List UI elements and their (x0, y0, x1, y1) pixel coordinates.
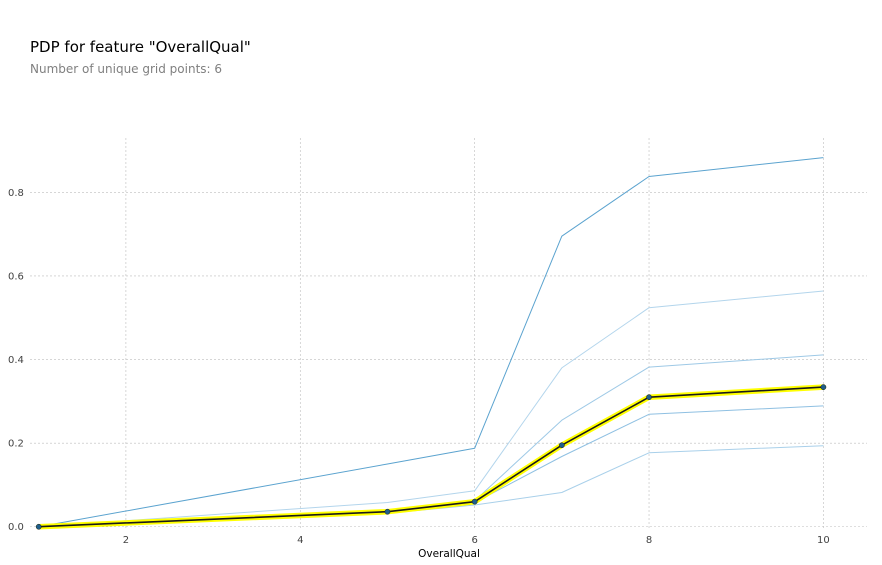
y-tick-label: 0.8 (8, 188, 24, 199)
x-tick-label: 4 (297, 535, 303, 546)
average-point (35, 523, 42, 530)
x-tick-label: 6 (471, 535, 477, 546)
average-point (646, 394, 652, 401)
x-tick-label: 8 (646, 535, 652, 546)
series-layer (35, 157, 827, 530)
average-point (384, 508, 391, 515)
y-tick-label: 0.4 (8, 355, 24, 366)
series-line-cluster-5 (38, 445, 824, 528)
average-point (820, 384, 827, 390)
average-point (558, 442, 565, 449)
average-point (471, 498, 478, 505)
x-axis-label: OverallQual (418, 548, 480, 560)
series-line-cluster-3 (38, 354, 824, 528)
chart-title: PDP for feature "OverallQual" (30, 38, 251, 56)
chart-subtitle: Number of unique grid points: 6 (30, 62, 223, 76)
x-tick-label: 10 (817, 535, 830, 546)
y-tick-label: 0.0 (8, 522, 24, 533)
series-line-cluster-1 (38, 157, 824, 528)
series-line-cluster-2 (38, 290, 824, 528)
tick-layer: 2 4 6 8 10 0.0 0.2 0.4 0.6 0.8 (8, 188, 830, 546)
grid-layer (30, 138, 867, 528)
y-tick-label: 0.6 (8, 271, 24, 282)
y-tick-label: 0.2 (8, 439, 24, 450)
average-line (38, 386, 824, 528)
x-tick-label: 2 (123, 535, 129, 546)
